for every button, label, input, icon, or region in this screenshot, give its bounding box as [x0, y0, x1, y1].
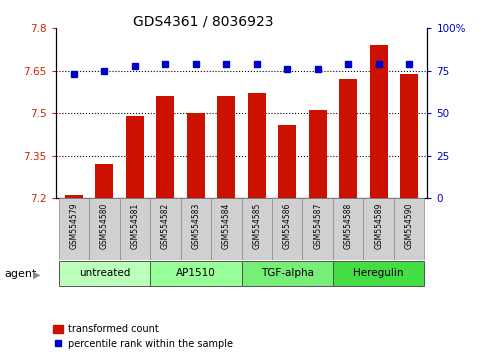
Bar [272, 198, 302, 260]
Text: AP1510: AP1510 [176, 268, 215, 279]
Bar [120, 198, 150, 260]
Text: Heregulin: Heregulin [354, 268, 404, 279]
Text: TGF-alpha: TGF-alpha [261, 268, 314, 279]
Text: GSM554581: GSM554581 [130, 203, 139, 249]
Bar [302, 198, 333, 260]
Bar [309, 110, 327, 198]
Bar [95, 164, 114, 198]
Bar [150, 198, 181, 260]
Bar [58, 261, 150, 286]
Bar [242, 261, 333, 286]
Bar [126, 116, 144, 198]
Text: GSM554586: GSM554586 [283, 203, 292, 249]
Bar [248, 93, 266, 198]
Bar [339, 79, 357, 198]
Bar [156, 96, 174, 198]
Bar [150, 261, 242, 286]
Bar [333, 261, 425, 286]
Bar [242, 198, 272, 260]
Bar [181, 198, 211, 260]
Text: GSM554589: GSM554589 [374, 203, 383, 249]
Text: GSM554579: GSM554579 [70, 203, 78, 249]
Text: GSM554583: GSM554583 [191, 203, 200, 249]
Bar [333, 198, 363, 260]
Bar [278, 125, 297, 198]
Bar [363, 198, 394, 260]
Bar [217, 96, 235, 198]
Text: GSM554588: GSM554588 [344, 203, 353, 249]
Text: agent: agent [5, 269, 37, 279]
Bar [186, 113, 205, 198]
Legend: transformed count, percentile rank within the sample: transformed count, percentile rank withi… [53, 324, 233, 349]
Bar [89, 198, 120, 260]
Text: GDS4361 / 8036923: GDS4361 / 8036923 [133, 14, 273, 28]
Text: GSM554587: GSM554587 [313, 203, 322, 249]
Text: GSM554584: GSM554584 [222, 203, 231, 249]
Bar [394, 198, 425, 260]
Bar [65, 195, 83, 198]
Text: GSM554590: GSM554590 [405, 203, 413, 249]
Text: untreated: untreated [79, 268, 130, 279]
Text: GSM554582: GSM554582 [161, 203, 170, 249]
Text: GSM554580: GSM554580 [100, 203, 109, 249]
Text: ▶: ▶ [32, 269, 40, 279]
Bar [369, 45, 388, 198]
Bar [211, 198, 242, 260]
Bar [400, 74, 418, 198]
Text: GSM554585: GSM554585 [252, 203, 261, 249]
Bar [58, 198, 89, 260]
